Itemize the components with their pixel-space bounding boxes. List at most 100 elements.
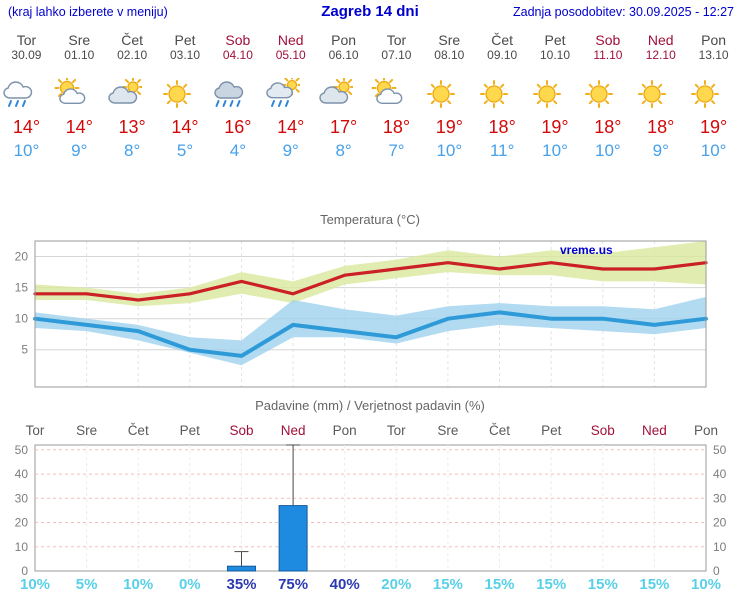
precip-probability: 0% (179, 576, 201, 593)
precip-bar (278, 505, 308, 572)
day-date: 02.10 (117, 48, 148, 62)
precip-probability: 75% (278, 576, 308, 593)
precip-day-label: Pet (541, 423, 562, 438)
partly-cloudy-glyph (54, 78, 86, 105)
day-date: 01.10 (64, 48, 95, 62)
precip-probability: 15% (588, 576, 618, 593)
precipitation-chart-title: Padavine (mm) / Verjetnost padavin (%) (255, 398, 485, 413)
day-name: Pon (701, 32, 727, 48)
day-column-tor-30.09[interactable]: Tor 30.09 14° 10° (0, 26, 53, 170)
day-date: 12.10 (645, 48, 676, 62)
day-name: Pet (174, 32, 196, 48)
precip-probability: 10% (20, 576, 50, 593)
precip-day-label: Tor (387, 423, 406, 438)
min-temperature: 4° (229, 141, 246, 160)
day-name: Sre (68, 32, 91, 48)
rain-icon (0, 78, 53, 112)
day-column-pon-13.10[interactable]: Pon 13.10 19° 10° (687, 26, 740, 170)
day-column-ned-05.10[interactable]: Ned 05.10 14° 9° (264, 26, 317, 170)
max-temperature: 17° (329, 117, 358, 137)
day-column-ned-12.10[interactable]: Ned 12.10 18° 9° (634, 26, 687, 170)
precip-probability: 15% (433, 576, 463, 593)
day-name: Tor (386, 32, 407, 48)
precip-ytick-right: 40 (713, 467, 727, 481)
sunny-glyph (479, 80, 508, 108)
precip-ytick-left: 0 (21, 564, 28, 578)
precip-ytick-left: 10 (15, 540, 29, 554)
precip-day-label: Sre (437, 423, 458, 438)
sunny-icon (423, 78, 476, 112)
temperature-chart-title: Temperatura (°C) (320, 212, 420, 227)
sunny-glyph (691, 80, 720, 108)
min-temperature: 10° (542, 141, 568, 160)
precip-probability: 5% (76, 576, 98, 593)
precip-ytick-right: 30 (713, 491, 727, 505)
sunny-glyph (638, 80, 667, 108)
day-name: Sob (225, 32, 251, 48)
mostly-cloudy-icon (317, 78, 370, 112)
precip-day-label: Pet (180, 423, 201, 438)
day-date: 04.10 (222, 48, 253, 62)
temp-ytick-label: 10 (15, 312, 29, 326)
day-column-sre-01.10[interactable]: Sre 01.10 14° 9° (53, 26, 106, 170)
min-temperature: 9° (71, 141, 88, 160)
sunny-icon (581, 78, 634, 112)
precip-bar (227, 565, 256, 572)
place-menu-hint: (kraj lahko izberete v meniju) (8, 5, 168, 19)
max-temperature: 14° (277, 117, 305, 137)
sunny-icon (687, 78, 740, 112)
min-temperature: 10° (436, 141, 463, 160)
day-date: 30.09 (11, 48, 42, 62)
mostly-cloudy-glyph (108, 78, 142, 104)
day-column-sob-04.10[interactable]: Sob 04.10 16° 4° (211, 26, 264, 170)
day-column-čet-02.10[interactable]: Čet 02.10 13° 8° (106, 26, 159, 170)
day-name: Ned (277, 32, 304, 48)
min-temperature: 11° (489, 141, 515, 160)
day-column-tor-07.10[interactable]: Tor 07.10 18° 7° (370, 26, 423, 170)
max-temperature: 14° (65, 117, 93, 137)
precip-probability: 20% (381, 576, 411, 593)
day-date: 09.10 (487, 48, 518, 62)
tmin-range-band (35, 296, 706, 366)
precip-ytick-left: 40 (15, 467, 29, 481)
precip-probability: 15% (484, 576, 514, 593)
day-column-sob-11.10[interactable]: Sob 11.10 18° 10° (581, 26, 634, 170)
max-temperature: 14° (171, 117, 199, 137)
sunny-icon (529, 78, 582, 112)
day-column-pon-06.10[interactable]: Pon 06.10 17° 8° (317, 26, 370, 170)
mostly-cloudy-icon (106, 78, 159, 112)
max-temperature: 16° (224, 117, 252, 137)
precip-probability: 10% (123, 576, 153, 593)
max-temperature: 19° (435, 117, 463, 137)
max-temperature: 18° (488, 117, 516, 137)
precip-day-label: Tor (26, 423, 45, 438)
max-temperature: 14° (12, 117, 41, 137)
sunny-icon (476, 78, 529, 112)
precip-ytick-left: 50 (15, 443, 29, 457)
temperature-chart: 5 10 15 20 vreme.us (15, 240, 708, 388)
mostly-cloudy-glyph (319, 78, 354, 104)
rain-sun-glyph (266, 78, 301, 107)
min-temperature: 10° (700, 141, 727, 160)
day-column-sre-08.10[interactable]: Sre 08.10 19° 10° (423, 26, 476, 170)
precip-day-label: Čet (489, 423, 510, 438)
day-column-pet-10.10[interactable]: Pet 10.10 19° 10° (529, 26, 582, 170)
max-temperature: 18° (594, 117, 622, 137)
day-date: 06.10 (328, 48, 359, 62)
min-temperature: 5° (176, 141, 194, 160)
day-column-pet-03.10[interactable]: Pet 03.10 14° 5° (159, 26, 212, 170)
day-name: Pon (331, 32, 357, 48)
precip-ytick-right: 10 (713, 540, 727, 554)
day-column-čet-09.10[interactable]: Čet 09.10 18° 11° (476, 26, 529, 170)
precip-day-label: Pon (333, 423, 357, 438)
day-date: 07.10 (381, 48, 412, 62)
last-updated: Zadnja posodobitev: 30.09.2025 - 12:27 (512, 5, 734, 19)
precip-day-label: Sob (591, 423, 615, 438)
day-name: Ned (647, 32, 674, 48)
tmax-line (33, 261, 708, 302)
tmin-line (33, 310, 708, 358)
precip-probability: 40% (330, 576, 360, 593)
precip-plot-area (34, 444, 707, 572)
day-name: Sre (438, 32, 461, 48)
